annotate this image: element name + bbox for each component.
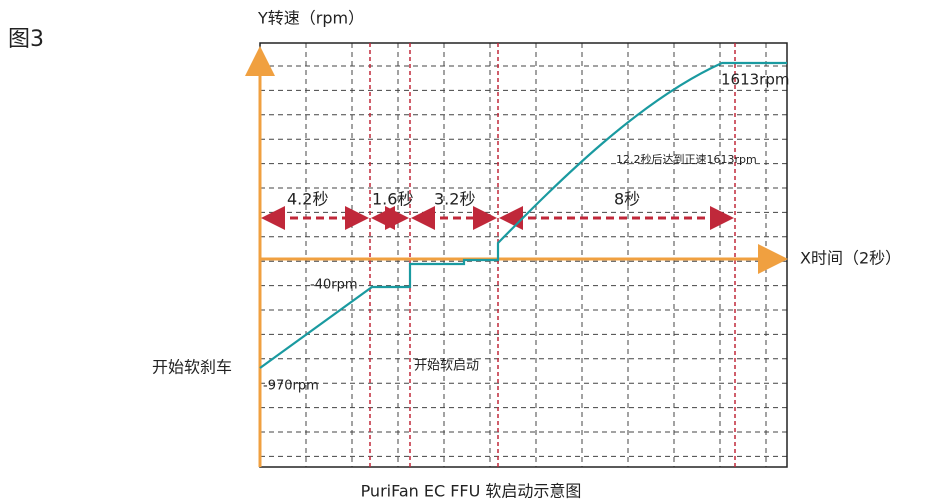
y-axis-label: Y转速（rpm）	[257, 9, 364, 28]
annotation: 开始软刹车	[152, 358, 232, 377]
interval-label: 8秒	[614, 190, 640, 209]
x-axis-label: X时间（2秒）	[800, 249, 901, 268]
annotation: 12.2秒后达到正速1613rpm	[616, 152, 757, 166]
interval-label: 3.2秒	[434, 190, 475, 209]
annotation: 1613rpm	[721, 71, 789, 89]
annotation: -970rpm	[263, 379, 319, 394]
plot-frame	[259, 42, 788, 468]
annotation: -40rpm	[310, 278, 358, 293]
interval-label: 1.6秒	[372, 190, 413, 209]
speed-curve	[259, 61, 787, 369]
caption: PuriFan EC FFU 软启动示意图	[361, 482, 582, 501]
phase-lines	[369, 43, 736, 467]
figure-label: 图3	[8, 27, 44, 52]
annotation: 开始软启动	[414, 359, 479, 374]
interval-label: 4.2秒	[287, 190, 328, 209]
grid	[260, 43, 787, 467]
